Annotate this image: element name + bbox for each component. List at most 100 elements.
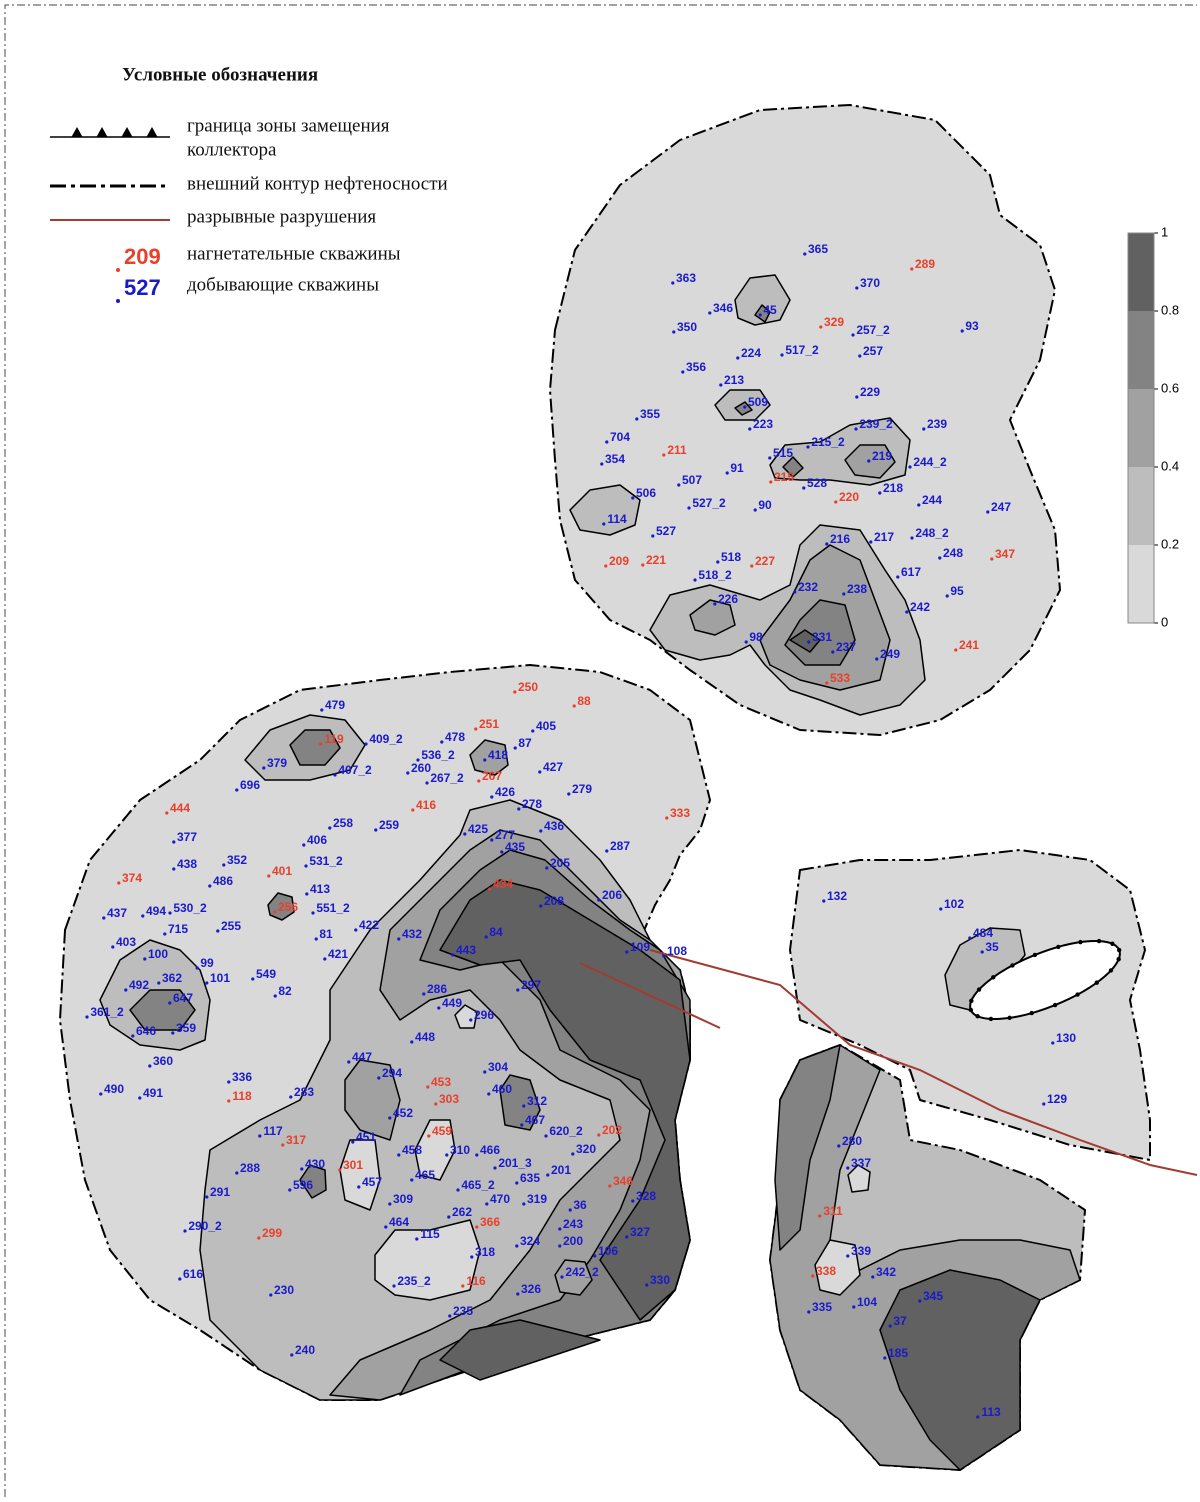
injection-well-label: 303 — [439, 1092, 459, 1106]
contour-zone — [299, 1164, 327, 1199]
production-well-label: 494 — [146, 904, 166, 918]
legend-production-label: добывающие скважины — [187, 274, 379, 295]
replacement-zone-tick — [976, 987, 982, 992]
injection-well-label: 347 — [995, 547, 1015, 561]
production-well-dot — [568, 1208, 572, 1212]
injection-well-label: 311 — [823, 1204, 843, 1218]
production-well-dot — [195, 966, 199, 970]
contour-zone — [289, 729, 341, 766]
contour-zone — [754, 304, 771, 323]
production-well-label: 704 — [610, 430, 630, 444]
production-well-label: 243 — [563, 1217, 583, 1231]
production-well-label: 437 — [107, 906, 127, 920]
injection-well-dot — [488, 887, 492, 891]
production-well-dot — [600, 462, 604, 466]
replacement-zone-tick — [991, 975, 996, 980]
production-well-dot — [693, 578, 697, 582]
production-well-label: 337 — [851, 1156, 871, 1170]
production-well-dot — [183, 1229, 187, 1233]
production-well-dot — [567, 792, 571, 796]
production-well-dot — [888, 1324, 892, 1328]
production-well-label: 319 — [527, 1192, 547, 1206]
production-well-label: 114 — [607, 512, 627, 526]
production-well-label: 527 — [656, 524, 676, 538]
production-well-dot — [168, 1001, 172, 1005]
production-well-label: 467 — [525, 1113, 545, 1127]
production-well-label: 287 — [610, 839, 630, 853]
production-well-label: 425 — [468, 822, 488, 836]
production-well-dot — [631, 496, 635, 500]
production-well-label: 443 — [456, 943, 476, 957]
production-well-dot — [208, 884, 212, 888]
production-well-dot — [172, 840, 176, 844]
production-well-label: 451 — [356, 1130, 376, 1144]
contour-zone — [784, 599, 856, 666]
replacement-zone-tick — [1108, 968, 1114, 973]
colorbar-band — [1128, 311, 1154, 389]
production-well-dot — [406, 771, 410, 775]
production-well-label: 531_2 — [309, 854, 343, 868]
production-well-label: 232 — [798, 580, 818, 594]
production-well-label: 200 — [563, 1234, 583, 1248]
production-well-label: 405 — [536, 719, 556, 733]
production-well-label: 247 — [991, 500, 1011, 514]
production-well-dot — [290, 1353, 294, 1357]
production-well-label: 352 — [227, 853, 247, 867]
production-well-label: 81 — [319, 927, 333, 941]
production-well-label: 354 — [605, 452, 625, 466]
production-well-label: 216 — [830, 532, 850, 546]
injection-well-label: 241 — [959, 638, 979, 652]
production-well-dot — [922, 427, 926, 431]
production-well-dot — [216, 929, 220, 933]
field-outline — [549, 104, 1061, 736]
production-well-dot — [517, 807, 521, 811]
production-well-dot — [416, 758, 420, 762]
injection-well-label: 366 — [480, 1215, 500, 1229]
production-well-label: 370 — [860, 276, 880, 290]
colorbar-band — [1128, 233, 1154, 311]
production-well-dot — [980, 950, 984, 954]
production-well-label: 715 — [168, 922, 188, 936]
injection-well-label: 346 — [613, 1174, 633, 1188]
production-well-dot — [171, 1031, 175, 1035]
injection-well-label: 227 — [755, 554, 775, 568]
production-well-dot — [323, 957, 327, 961]
production-well-dot — [388, 1202, 392, 1206]
injection-well-dot — [513, 690, 517, 694]
production-well-dot — [719, 383, 723, 387]
replacement-zone-tick — [1096, 938, 1102, 944]
production-well-dot — [917, 503, 921, 507]
colorbar-tick-label: 0.6 — [1161, 380, 1179, 395]
production-well-label: 240 — [295, 1343, 315, 1357]
production-well-dot — [269, 1293, 273, 1297]
production-well-dot — [288, 1188, 292, 1192]
production-well-label: 365 — [808, 242, 828, 256]
fault — [579, 962, 721, 1029]
production-well-label: 304 — [488, 1060, 508, 1074]
contour-zone — [734, 401, 753, 416]
production-well-label: 438 — [177, 857, 197, 871]
production-well-dot — [558, 1244, 562, 1248]
production-well-dot — [743, 405, 747, 409]
production-well-dot — [143, 957, 147, 961]
production-well-dot — [597, 898, 601, 902]
contour-zone — [734, 274, 791, 326]
production-well-dot — [111, 945, 115, 949]
production-well-label: 262 — [452, 1205, 472, 1219]
production-well-dot — [939, 907, 943, 911]
production-well-dot — [227, 1080, 231, 1084]
replacement-zone-tick — [1029, 1010, 1034, 1016]
production-well-dot — [328, 826, 332, 830]
production-well-label: 312 — [527, 1094, 547, 1108]
replacement-zone-tick — [1116, 947, 1122, 953]
legend: Условные обозначения граница зоны замеще… — [50, 64, 448, 303]
contour-zone — [469, 739, 509, 776]
production-well-label: 296 — [474, 1008, 494, 1022]
production-well-label: 350 — [677, 320, 697, 334]
production-well-label: 362 — [162, 971, 182, 985]
production-well-label: 224 — [741, 346, 761, 360]
production-well-dot — [522, 1202, 526, 1206]
production-well-dot — [803, 252, 807, 256]
injection-well-dot — [165, 811, 169, 815]
production-well-dot — [397, 937, 401, 941]
